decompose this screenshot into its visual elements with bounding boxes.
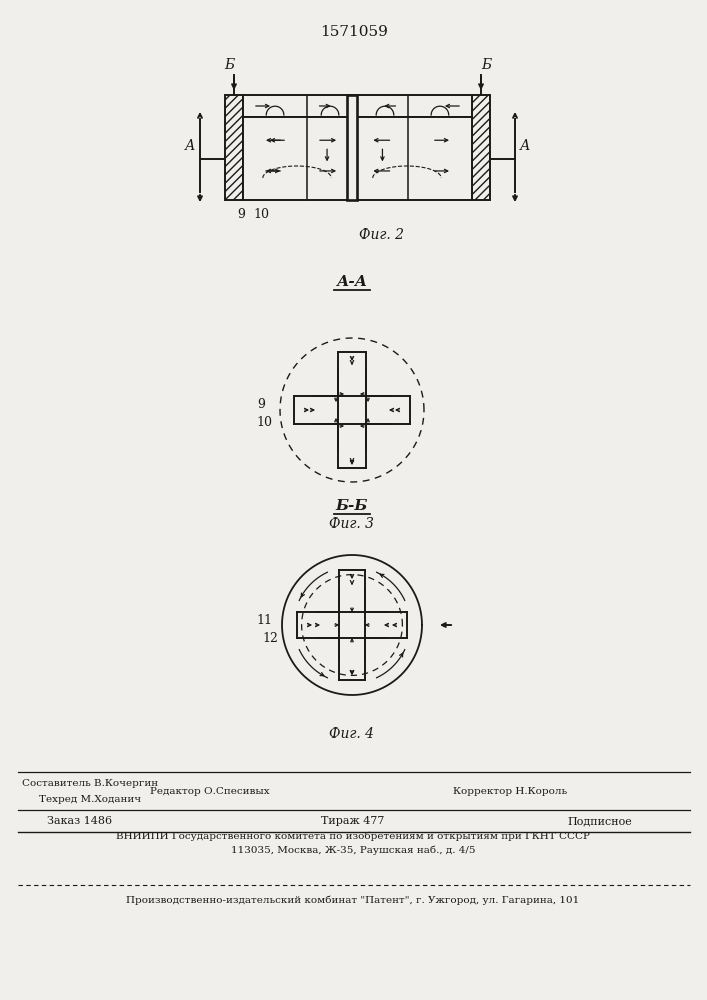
Text: Фиг. 4: Фиг. 4 <box>329 727 375 741</box>
Text: Производственно-издательский комбинат "Патент", г. Ужгород, ул. Гагарина, 101: Производственно-издательский комбинат "П… <box>127 895 580 905</box>
Bar <box>243 95 472 117</box>
Text: А-А: А-А <box>337 275 368 289</box>
Text: 11: 11 <box>256 613 272 626</box>
Bar <box>243 117 472 200</box>
Text: Б: Б <box>481 58 491 72</box>
Text: Тираж 477: Тираж 477 <box>321 816 385 826</box>
Text: 1571059: 1571059 <box>320 25 388 39</box>
Text: Б-Б: Б-Б <box>336 499 368 513</box>
Text: ВНИИПИ Государственного комитета по изобретениям и открытиям при ГКНТ СССР: ВНИИПИ Государственного комитета по изоб… <box>116 831 590 841</box>
Text: Фиг. 2: Фиг. 2 <box>359 228 404 242</box>
Text: 113035, Москва, Ж-35, Раушская наб., д. 4/5: 113035, Москва, Ж-35, Раушская наб., д. … <box>230 845 475 855</box>
Text: 9: 9 <box>237 208 245 221</box>
Text: 10: 10 <box>253 208 269 221</box>
Bar <box>472 95 490 200</box>
Text: 12: 12 <box>262 633 278 646</box>
Text: Корректор Н.Король: Корректор Н.Король <box>453 786 567 796</box>
Text: Подписное: Подписное <box>568 816 632 826</box>
Text: А: А <box>185 139 195 153</box>
Text: 10: 10 <box>256 416 272 428</box>
Text: Заказ 1486: Заказ 1486 <box>47 816 112 826</box>
Text: Фиг. 3: Фиг. 3 <box>329 517 375 531</box>
Text: 9: 9 <box>257 398 265 412</box>
Bar <box>225 95 243 200</box>
Bar <box>347 95 357 200</box>
Text: А: А <box>520 139 530 153</box>
Text: Б: Б <box>224 58 234 72</box>
Text: Техред М.Ходанич: Техред М.Ходанич <box>39 794 141 804</box>
Text: Редактор О.Спесивых: Редактор О.Спесивых <box>151 786 270 796</box>
Text: Составитель В.Кочергин: Составитель В.Кочергин <box>22 778 158 788</box>
